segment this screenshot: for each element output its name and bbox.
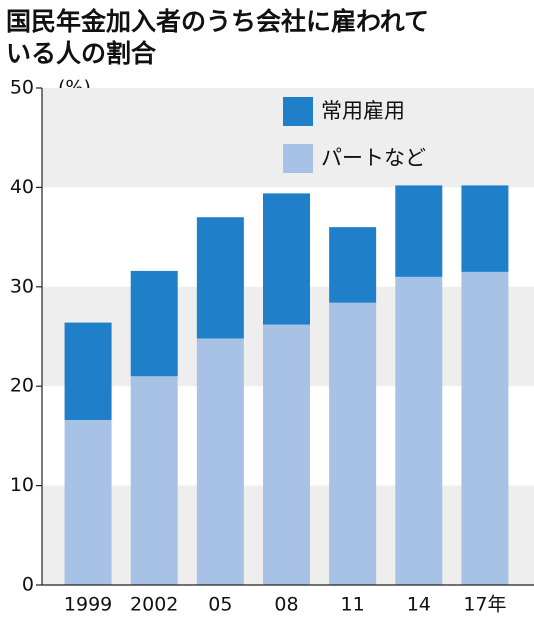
y-tick-label: 40 [10, 176, 34, 198]
legend-label: 常用雇用 [321, 99, 405, 123]
y-tick-label: 0 [22, 574, 34, 596]
x-tick-label: 05 [208, 594, 232, 616]
bar-segment [395, 185, 443, 277]
y-tick-label: 10 [10, 474, 34, 496]
x-tick-label: 14 [407, 594, 431, 616]
bar-segment [263, 324, 310, 585]
x-tick-label: 11 [341, 594, 365, 616]
bar-segment [130, 270, 178, 377]
legend-swatch [283, 97, 313, 126]
bar-segment [130, 376, 178, 585]
y-tick-label: 30 [10, 275, 34, 297]
y-tick-label: 50 [10, 77, 34, 99]
x-tick-label: 2002 [130, 594, 178, 616]
bar-segment [329, 227, 377, 303]
bar-segment [461, 185, 509, 272]
bar-segment [329, 302, 377, 585]
x-tick-label: 08 [274, 594, 298, 616]
bar-segment [64, 419, 112, 585]
bar-segment [64, 322, 112, 420]
x-tick-label: 17年 [463, 594, 506, 616]
bar-segment [196, 217, 244, 339]
bar-segment [395, 276, 443, 585]
chart-title: 国民年金加入者のうち会社に雇われて [6, 7, 429, 36]
bar-segment [196, 338, 244, 585]
legend-swatch [283, 144, 313, 173]
x-tick-label: 1999 [64, 594, 112, 616]
bar-segment [263, 193, 310, 325]
chart-title: いる人の割合 [6, 39, 157, 68]
bar-segment [461, 271, 509, 585]
y-tick-label: 20 [10, 375, 34, 397]
legend-label: パートなど [321, 146, 426, 170]
